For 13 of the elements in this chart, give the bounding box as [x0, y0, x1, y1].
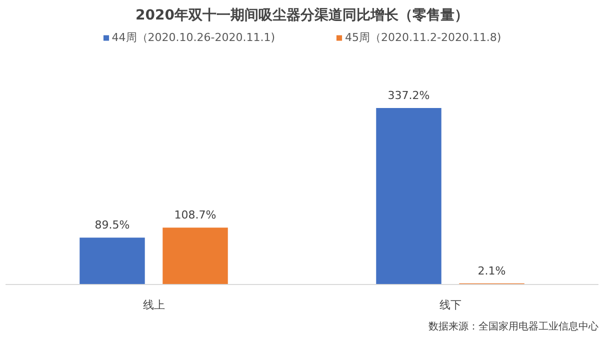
data-label: 108.7%: [174, 208, 216, 222]
x-tick-label: 线下: [439, 298, 462, 312]
bar: [162, 228, 228, 284]
data-label: 337.2%: [388, 88, 430, 102]
bar: [376, 108, 442, 284]
bar: [80, 238, 145, 284]
legend-label: 44周（2020.10.26-2020.11.1): [112, 30, 275, 45]
data-label: 2.1%: [478, 264, 506, 278]
data-label: 89.5%: [94, 218, 130, 232]
chart-title: 2020年双十一期间吸尘器分渠道同比增长（零售量）: [136, 6, 468, 24]
source-note: 数据来源：全国家用电器工业信息中心: [428, 320, 598, 332]
legend-label: 45周（2020.11.2-2020.11.8): [345, 30, 502, 45]
x-tick-label: 线上: [142, 298, 165, 312]
